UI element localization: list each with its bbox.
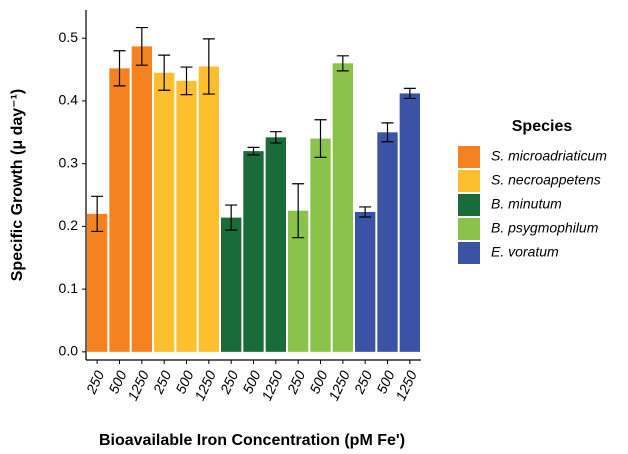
error-bar <box>225 204 238 231</box>
bar <box>198 66 219 352</box>
y-tick-label: 0.2 <box>59 217 79 233</box>
bar <box>154 72 175 352</box>
bar <box>399 93 420 352</box>
x-tick-label: 250 <box>82 368 107 397</box>
x-tick-label: 250 <box>149 368 174 397</box>
legend-swatch <box>458 218 480 240</box>
legend-swatch <box>458 170 480 192</box>
error-bar <box>381 122 394 143</box>
legend-label: B. psygmophilum <box>491 220 599 236</box>
bar <box>288 210 309 352</box>
legend-swatch <box>458 194 480 216</box>
legend-label: E. voratum <box>491 244 559 260</box>
error-bar <box>336 55 349 72</box>
x-tick-label: 1250 <box>191 368 219 403</box>
error-bar <box>314 119 327 159</box>
legend-swatch <box>458 146 480 168</box>
y-tick-label: 0.1 <box>59 280 79 296</box>
error-bar <box>91 195 104 233</box>
bar <box>109 68 130 352</box>
bar <box>243 151 264 352</box>
error-bar <box>180 66 193 96</box>
error-bar <box>202 38 215 95</box>
legend-label: B. minutum <box>491 196 562 212</box>
y-tick-label: 0.3 <box>59 154 79 170</box>
y-tick-label: 0.4 <box>59 92 79 108</box>
y-tick-label: 0.0 <box>59 343 79 359</box>
x-axis-title: Bioavailable Iron Concentration (pM Fe') <box>99 432 405 449</box>
bar <box>355 211 376 352</box>
error-bar <box>359 206 372 218</box>
x-tick-label: 1250 <box>392 368 420 403</box>
error-bar <box>135 26 148 66</box>
legend-title: Species <box>512 118 573 135</box>
error-bar <box>247 146 260 156</box>
bar <box>332 63 353 352</box>
x-tick-label: 250 <box>216 368 241 397</box>
x-tick-label: 1250 <box>124 368 152 403</box>
error-bar <box>292 183 305 239</box>
error-bar <box>269 131 282 144</box>
x-tick-label: 250 <box>283 368 308 397</box>
bar <box>131 46 152 352</box>
error-bar <box>403 87 416 100</box>
legend-label: S. microadriaticum <box>491 148 607 164</box>
bar <box>310 138 331 352</box>
error-bar <box>113 50 126 87</box>
bar <box>265 137 286 352</box>
bar <box>176 80 197 352</box>
x-tick-label: 1250 <box>258 368 286 403</box>
y-tick-label: 0.5 <box>59 29 79 45</box>
y-axis-title: Specific Growth (μ day⁻¹) <box>9 89 26 281</box>
x-tick-label: 250 <box>350 368 375 397</box>
legend-swatch <box>458 242 480 264</box>
bar <box>221 217 242 352</box>
error-bar <box>158 54 171 91</box>
bar <box>377 132 398 352</box>
legend-label: S. necroappetens <box>491 172 601 188</box>
bar <box>87 213 108 352</box>
x-tick-label: 1250 <box>325 368 353 403</box>
